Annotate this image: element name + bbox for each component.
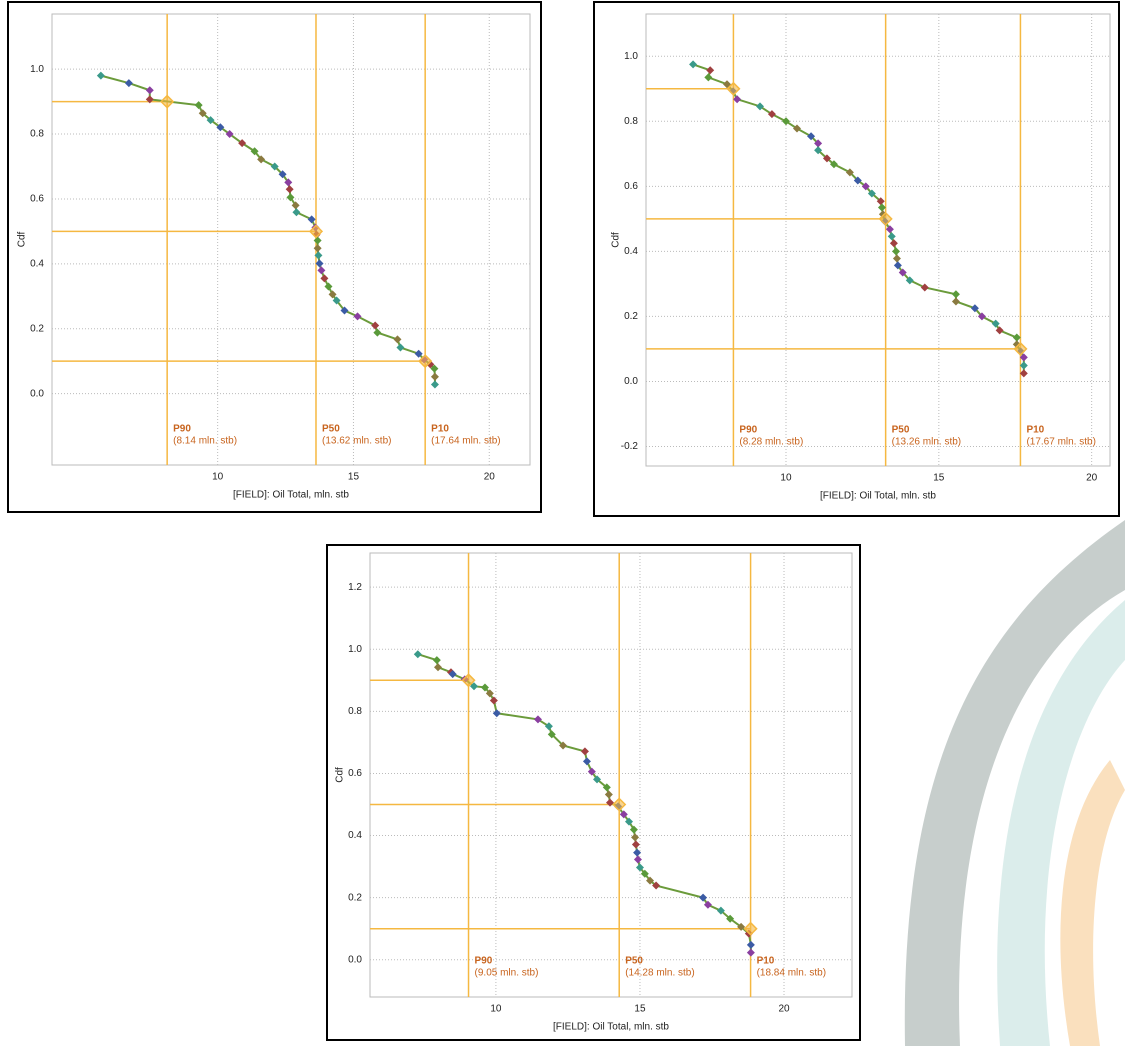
percentile-label: P10 — [1026, 425, 1044, 436]
y-tick-label: 0.6 — [348, 768, 362, 779]
x-tick-label: 15 — [634, 1004, 646, 1015]
y-tick-label: 0.8 — [624, 116, 638, 127]
x-tick-label: 20 — [484, 472, 496, 483]
y-axis-label: Cdf — [17, 231, 28, 247]
percentile-value-label: (14.28 mln. stb) — [625, 968, 694, 979]
percentile-value-label: (13.62 mln. stb) — [322, 436, 391, 447]
swirl-orange — [1060, 760, 1125, 1046]
y-tick-label: 0.0 — [348, 954, 362, 965]
percentile-label: P50 — [625, 956, 643, 967]
percentile-value-label: (8.28 mln. stb) — [739, 437, 803, 448]
percentile-label: P90 — [475, 956, 493, 967]
x-axis-label: [FIELD]: Oil Total, mln. stb — [233, 490, 349, 501]
y-tick-label: 0.8 — [30, 129, 44, 140]
background-swirl — [905, 520, 1125, 1046]
percentile-label: P90 — [173, 424, 191, 435]
percentile-value-label: (9.05 mln. stb) — [475, 968, 539, 979]
x-tick-label: 15 — [933, 473, 945, 484]
percentile-label: P10 — [431, 424, 449, 435]
y-tick-label: 1.0 — [624, 51, 638, 62]
percentile-label: P50 — [322, 424, 340, 435]
chart-frame — [327, 545, 860, 1040]
chart: 10 15 20 0.0 0.2 0.4 0.6 0.8 1.0 [FIELD]: Oil Tot… — [8, 2, 541, 512]
x-tick-label: 20 — [778, 1004, 790, 1015]
chart: 10 15 20 0.0 0.2 0.4 0.6 0.8 1.0 1.2 [FIELD]: Oil … — [327, 545, 860, 1040]
percentile-label: P50 — [892, 425, 910, 436]
y-tick-label: 0.0 — [624, 376, 638, 387]
percentile-value-label: (8.14 mln. stb) — [173, 436, 237, 447]
y-tick-label: 0.2 — [348, 892, 362, 903]
y-tick-label: 0.4 — [624, 246, 638, 257]
percentile-value-label: (17.67 mln. stb) — [1026, 437, 1095, 448]
x-tick-label: 10 — [780, 473, 792, 484]
y-tick-label: 0.6 — [624, 181, 638, 192]
percentile-value-label: (18.84 mln. stb) — [757, 968, 826, 979]
percentile-value-label: (13.26 mln. stb) — [892, 437, 961, 448]
percentile-label: P10 — [757, 956, 775, 967]
x-tick-label: 20 — [1086, 473, 1098, 484]
x-tick-label: 15 — [348, 472, 360, 483]
percentile-value-label: (17.64 mln. stb) — [431, 436, 500, 447]
x-axis-label: [FIELD]: Oil Total, mln. stb — [820, 491, 936, 502]
y-tick-label: 0.0 — [30, 388, 44, 399]
y-tick-label: 0.4 — [30, 258, 44, 269]
y-tick-label: 0.8 — [348, 706, 362, 717]
percentile-label: P90 — [739, 425, 757, 436]
y-axis-label: Cdf — [335, 767, 346, 783]
page: 10 15 20 0.0 0.2 0.4 0.6 0.8 1.0 [FIELD]: Oil Tot… — [0, 0, 1125, 1046]
y-tick-label: 0.4 — [348, 830, 362, 841]
y-tick-label: 0.6 — [30, 194, 44, 205]
x-tick-label: 10 — [212, 472, 224, 483]
y-tick-label: 1.0 — [30, 64, 44, 75]
chart: 10 15 20 -0.2 0.0 0.2 0.4 0.6 0.8 1.0 [FIELD]: Oil… — [594, 2, 1119, 516]
y-tick-label: 0.2 — [30, 323, 44, 334]
screenshot: 10 15 20 0.0 0.2 0.4 0.6 0.8 1.0 [FIELD]: Oil Tot… — [0, 0, 1125, 1046]
x-axis-label: [FIELD]: Oil Total, mln. stb — [553, 1022, 669, 1033]
y-tick-label: 1.0 — [348, 644, 362, 655]
y-tick-label: 1.2 — [348, 582, 362, 593]
x-tick-label: 10 — [490, 1004, 502, 1015]
y-tick-label: -0.2 — [621, 441, 639, 452]
y-tick-label: 0.2 — [624, 311, 638, 322]
y-axis-label: Cdf — [611, 232, 622, 248]
